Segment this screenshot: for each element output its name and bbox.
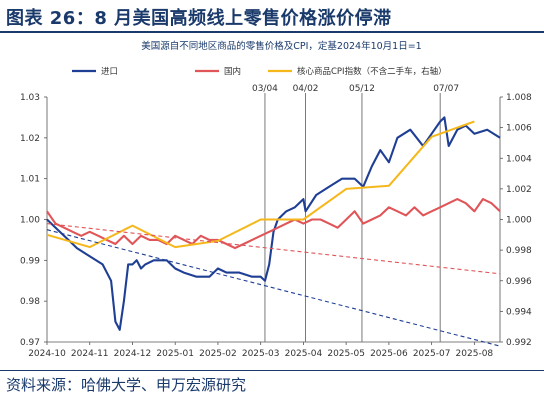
x-tick-9: 2025-07 bbox=[413, 349, 451, 359]
header-rule bbox=[0, 31, 544, 33]
y-left-tick-4: 1.01 bbox=[20, 175, 40, 185]
series-line-0 bbox=[46, 116, 501, 331]
x-tick-3: 2025-01 bbox=[156, 349, 194, 359]
y-left-tick-3: 1.00 bbox=[20, 216, 40, 226]
legend-label-2: 核心商品CPI指数（不含二手车，右轴） bbox=[297, 66, 447, 77]
y-right-tick-6: 1.004 bbox=[506, 154, 532, 164]
source-note: 资料来源：哈佛大学、申万宏源研究 bbox=[6, 376, 247, 394]
x-tick-8: 2025-06 bbox=[370, 349, 408, 359]
chart-title: 美国源自不同地区商品的零售价格及CPI，定基2024年10月1日=1 bbox=[141, 40, 421, 52]
footer-rule bbox=[0, 370, 544, 371]
event-label-0: 03/04 bbox=[252, 84, 278, 94]
y-left-tick-5: 1.02 bbox=[20, 134, 40, 144]
y-right-tick-1: 0.994 bbox=[506, 307, 532, 317]
legend-label-1: 国内 bbox=[224, 66, 241, 77]
y-left-tick-6: 1.03 bbox=[20, 93, 40, 103]
event-label-1: 04/02 bbox=[293, 84, 319, 94]
figure-header: 图表 26：8 月美国高频线上零售价格涨价停滞 bbox=[0, 0, 544, 33]
event-label-2: 05/12 bbox=[349, 84, 375, 94]
line-chart: 美国源自不同地区商品的零售价格及CPI，定基2024年10月1日=1 进口 国内 核心… bbox=[20, 40, 532, 359]
legend-label-0: 进口 bbox=[101, 67, 118, 77]
y-right-tick-3: 0.998 bbox=[506, 246, 532, 256]
x-tick-6: 2025-04 bbox=[285, 349, 323, 359]
series-line-1 bbox=[46, 198, 501, 250]
y-left-tick-0: 0.97 bbox=[20, 338, 40, 348]
x-tick-1: 2024-11 bbox=[71, 349, 109, 359]
y-right-tick-2: 0.996 bbox=[506, 277, 532, 287]
x-tick-5: 2025-03 bbox=[242, 349, 280, 359]
x-tick-10: 2025-08 bbox=[456, 349, 494, 359]
y-right-tick-8: 1.008 bbox=[506, 93, 532, 103]
y-right-tick-0: 0.992 bbox=[506, 338, 532, 348]
y-left-tick-2: 0.99 bbox=[20, 256, 40, 266]
trend-line-4 bbox=[46, 229, 501, 347]
y-left-tick-1: 0.98 bbox=[20, 297, 40, 307]
trend-line-3 bbox=[46, 223, 501, 275]
event-label-3: 07/07 bbox=[433, 84, 459, 94]
x-tick-7: 2025-05 bbox=[327, 349, 365, 359]
y-right-tick-5: 1.002 bbox=[506, 185, 532, 195]
x-tick-0: 2024-10 bbox=[28, 349, 66, 359]
figure-title: 图表 26：8 月美国高频线上零售价格涨价停滞 bbox=[6, 8, 392, 29]
x-tick-2: 2024-12 bbox=[114, 349, 152, 359]
series-line-2 bbox=[46, 120, 475, 249]
y-right-tick-4: 1.000 bbox=[506, 216, 532, 226]
x-tick-4: 2025-02 bbox=[199, 349, 237, 359]
y-right-tick-7: 1.006 bbox=[506, 124, 532, 134]
